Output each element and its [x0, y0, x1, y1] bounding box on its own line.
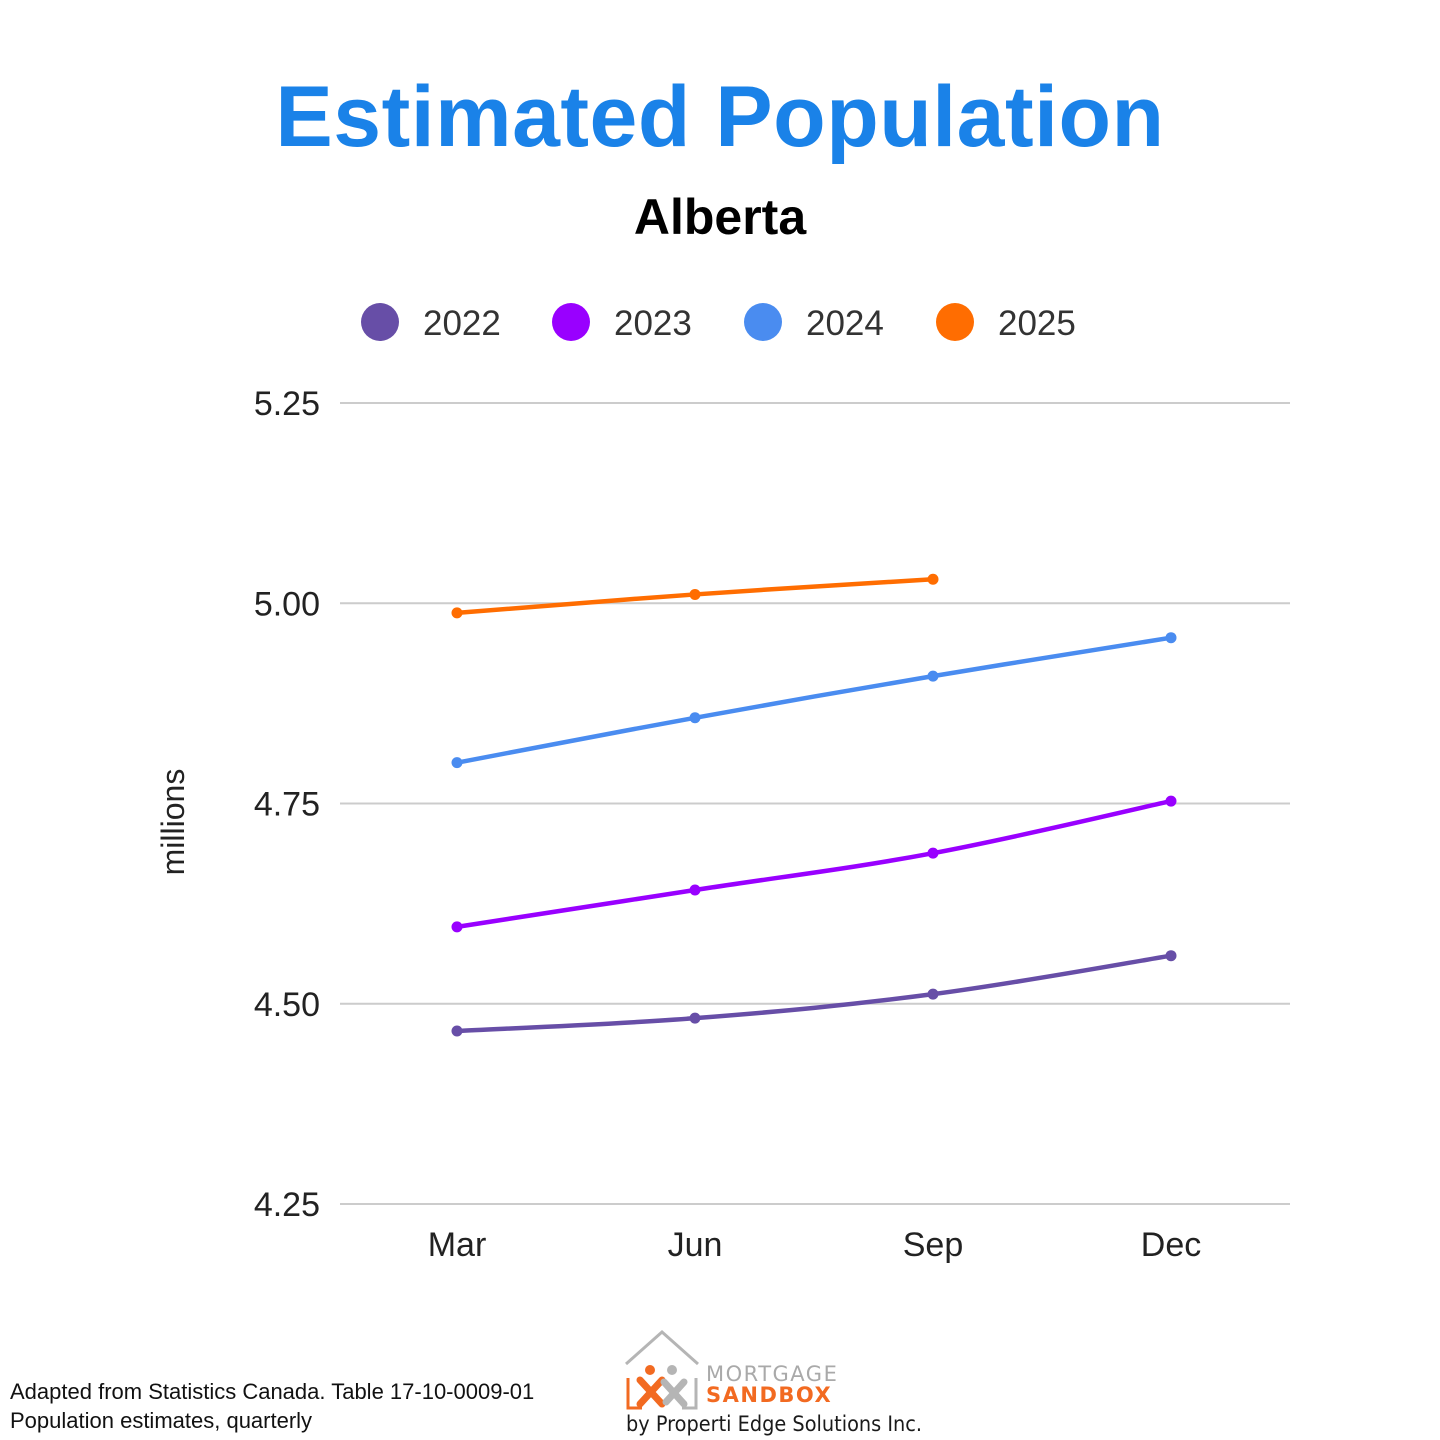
logo-byline: by Properti Edge Solutions Inc.: [626, 1412, 923, 1436]
data-point-2025: [927, 573, 939, 585]
data-point-2023: [1165, 795, 1177, 807]
data-point-2022: [451, 1025, 463, 1037]
data-point-2022: [689, 1012, 701, 1024]
data-point-2023: [927, 847, 939, 859]
data-point-2025: [689, 588, 701, 600]
y-tick-label: 4.75: [254, 786, 320, 824]
y-tick-label: 4.25: [254, 1186, 320, 1224]
data-point-2024: [451, 757, 463, 769]
logo-word-sandbox: SANDBOX: [706, 1383, 833, 1407]
data-point-2022: [927, 988, 939, 1000]
source-line-1: Adapted from Statistics Canada. Table 17…: [10, 1379, 535, 1404]
chart-title: Estimated Population: [275, 69, 1165, 165]
legend-label-2022: 2022: [423, 304, 501, 343]
x-tick-label: Sep: [903, 1226, 964, 1264]
line-chart: 4.25 4.50 4.75 5.00 5.25 Mar Jun Sep Dec millions…: [155, 303, 1290, 1264]
data-point-2023: [689, 884, 701, 896]
y-axis-label: millions: [155, 769, 191, 876]
source-note: Adapted from Statistics Canada. Table 17…: [10, 1377, 534, 1435]
logo-word-mortgage: MORTGAGE: [706, 1362, 839, 1386]
data-point-2023: [451, 921, 463, 933]
series-line-2022: [454, 953, 1174, 1034]
legend-label-2025: 2025: [998, 304, 1076, 343]
legend-marker-2025: [936, 303, 974, 341]
legend-label-2024: 2024: [806, 304, 884, 343]
house-logo-icon: [625, 1329, 699, 1410]
legend-marker-2022: [361, 303, 399, 341]
series-line-2023: [454, 798, 1174, 930]
data-point-2024: [1165, 632, 1177, 644]
x-tick-label: Dec: [1141, 1226, 1201, 1264]
data-point-2024: [927, 670, 939, 682]
x-tick-label: Jun: [668, 1226, 723, 1264]
source-line-2: Population estimates, quarterly: [10, 1408, 313, 1433]
y-tick-label: 5.00: [254, 585, 320, 623]
chart-subtitle: Alberta: [633, 189, 807, 245]
data-point-2025: [451, 607, 463, 619]
y-tick-label: 5.25: [254, 385, 320, 423]
legend-marker-2023: [552, 303, 590, 341]
mortgage-sandbox-logo: MORTGAGE SANDBOX by Properti Edge Soluti…: [620, 1328, 940, 1440]
data-point-2024: [689, 712, 701, 724]
y-tick-label: 4.50: [254, 986, 320, 1024]
legend-marker-2024: [744, 303, 782, 341]
data-point-2022: [1165, 950, 1177, 962]
x-tick-label: Mar: [428, 1226, 487, 1264]
legend-label-2023: 2023: [614, 304, 692, 343]
series-line-2024: [454, 635, 1174, 765]
